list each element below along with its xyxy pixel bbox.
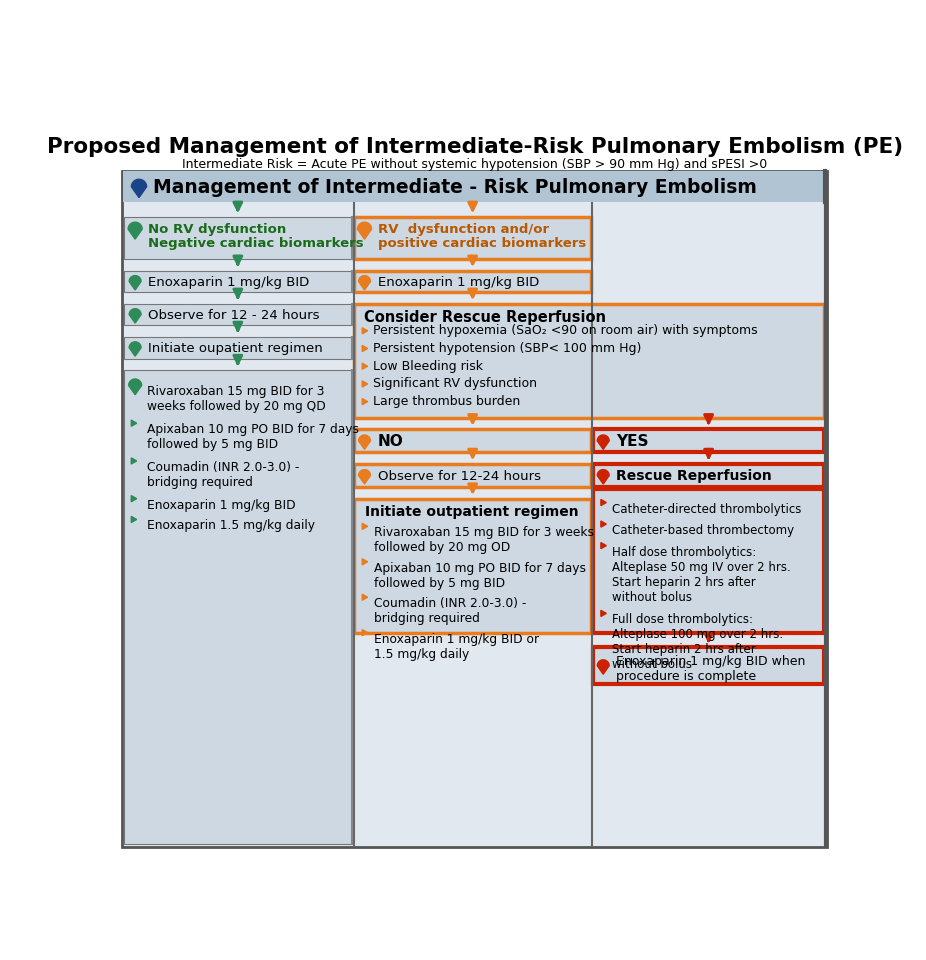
- Text: Coumadin (INR 2.0-3.0) -
bridging required: Coumadin (INR 2.0-3.0) - bridging requir…: [146, 461, 299, 489]
- Polygon shape: [597, 469, 609, 484]
- Text: Initiate oupatient regimen: Initiate oupatient regimen: [148, 342, 323, 355]
- Text: Enoxaparin 1 mg/kg BID: Enoxaparin 1 mg/kg BID: [378, 276, 539, 289]
- Polygon shape: [362, 523, 368, 530]
- Polygon shape: [362, 381, 368, 387]
- Text: Catheter-directed thrombolytics: Catheter-directed thrombolytics: [612, 502, 801, 516]
- FancyBboxPatch shape: [594, 647, 824, 684]
- FancyBboxPatch shape: [355, 498, 591, 634]
- FancyBboxPatch shape: [594, 429, 824, 452]
- FancyBboxPatch shape: [123, 337, 352, 358]
- Text: Persistent hypotension (SBP< 100 mm Hg): Persistent hypotension (SBP< 100 mm Hg): [373, 342, 642, 355]
- Text: Proposed Management of Intermediate-Risk Pulmonary Embolism (PE): Proposed Management of Intermediate-Risk…: [46, 136, 903, 156]
- Text: Persistent hypoxemia (SaO₂ <90 on room air) with symptoms: Persistent hypoxemia (SaO₂ <90 on room a…: [373, 324, 757, 337]
- Polygon shape: [129, 276, 141, 290]
- Text: Apixaban 10 mg PO BID for 7 days
followed by 5 mg BID: Apixaban 10 mg PO BID for 7 days followe…: [146, 423, 358, 451]
- Text: YES: YES: [617, 434, 649, 449]
- Polygon shape: [358, 469, 370, 484]
- Polygon shape: [362, 594, 368, 600]
- Text: Rivaroxaban 15 mg BID for 3 weeks
followed by 20 mg OD: Rivaroxaban 15 mg BID for 3 weeks follow…: [374, 526, 594, 554]
- Polygon shape: [601, 611, 607, 616]
- Text: Enoxaparin 1 mg/kg BID when
procedure is complete: Enoxaparin 1 mg/kg BID when procedure is…: [617, 655, 806, 683]
- Text: Enoxaparin 1 mg/kg BID: Enoxaparin 1 mg/kg BID: [146, 498, 295, 512]
- FancyBboxPatch shape: [355, 217, 591, 259]
- Polygon shape: [362, 363, 368, 370]
- Polygon shape: [357, 222, 371, 239]
- Text: Catheter-based thrombectomy: Catheter-based thrombectomy: [612, 524, 794, 537]
- Text: Enoxaparin 1 mg/kg BID: Enoxaparin 1 mg/kg BID: [148, 276, 309, 289]
- Polygon shape: [131, 458, 137, 464]
- Polygon shape: [362, 346, 368, 351]
- Text: Low Bleeding risk: Low Bleeding risk: [373, 360, 483, 372]
- Polygon shape: [131, 420, 137, 426]
- FancyBboxPatch shape: [355, 271, 591, 292]
- Polygon shape: [129, 309, 141, 324]
- FancyBboxPatch shape: [594, 464, 824, 487]
- Text: RV  dysfunction and/or: RV dysfunction and/or: [378, 223, 549, 236]
- Polygon shape: [131, 516, 137, 522]
- Text: Half dose thrombolytics:
Alteplase 50 mg IV over 2 hrs.
Start heparin 2 hrs afte: Half dose thrombolytics: Alteplase 50 mg…: [612, 545, 791, 604]
- FancyBboxPatch shape: [123, 271, 352, 292]
- Polygon shape: [131, 495, 137, 502]
- Polygon shape: [601, 542, 607, 549]
- Polygon shape: [597, 435, 609, 449]
- Polygon shape: [358, 276, 370, 290]
- FancyBboxPatch shape: [123, 370, 352, 845]
- Text: NO: NO: [378, 434, 404, 449]
- Polygon shape: [362, 327, 368, 334]
- FancyBboxPatch shape: [122, 171, 827, 847]
- Polygon shape: [129, 342, 141, 356]
- Text: Negative cardiac biomarkers: Negative cardiac biomarkers: [148, 237, 364, 250]
- Text: Rivaroxaban 15 mg BID for 3
weeks followed by 20 mg QD: Rivaroxaban 15 mg BID for 3 weeks follow…: [146, 386, 326, 414]
- Text: Observe for 12 - 24 hours: Observe for 12 - 24 hours: [148, 309, 319, 322]
- Polygon shape: [131, 180, 146, 198]
- FancyBboxPatch shape: [355, 464, 591, 487]
- Polygon shape: [362, 559, 368, 564]
- Polygon shape: [362, 630, 368, 636]
- Polygon shape: [601, 521, 607, 527]
- Text: Enoxaparin 1 mg/kg BID or
1.5 mg/kg daily: Enoxaparin 1 mg/kg BID or 1.5 mg/kg dail…: [374, 633, 539, 660]
- Text: Initiate outpatient regimen: Initiate outpatient regimen: [365, 505, 579, 518]
- Text: Large thrombus burden: Large thrombus burden: [373, 396, 520, 408]
- Text: positive cardiac biomarkers: positive cardiac biomarkers: [378, 237, 586, 250]
- Polygon shape: [362, 398, 368, 405]
- Text: Observe for 12-24 hours: Observe for 12-24 hours: [378, 469, 541, 483]
- Polygon shape: [129, 379, 142, 395]
- Text: Full dose thrombolytics:
Alteplase 100 mg over 2 hrs.
Start heparin 2 hrs after
: Full dose thrombolytics: Alteplase 100 m…: [612, 613, 782, 671]
- Text: Rescue Reperfusion: Rescue Reperfusion: [617, 469, 772, 483]
- Text: Consider Rescue Reperfusion: Consider Rescue Reperfusion: [364, 310, 606, 325]
- FancyBboxPatch shape: [355, 304, 824, 418]
- Text: No RV dysfunction: No RV dysfunction: [148, 223, 286, 236]
- Text: Apixaban 10 mg PO BID for 7 days
followed by 5 mg BID: Apixaban 10 mg PO BID for 7 days followe…: [374, 562, 586, 589]
- FancyBboxPatch shape: [123, 217, 352, 259]
- Text: Intermediate Risk = Acute PE without systemic hypotension (SBP > 90 mm Hg) and s: Intermediate Risk = Acute PE without sys…: [181, 158, 768, 171]
- Text: Significant RV dysfunction: Significant RV dysfunction: [373, 377, 537, 391]
- Text: Management of Intermediate - Risk Pulmonary Embolism: Management of Intermediate - Risk Pulmon…: [153, 179, 757, 197]
- Polygon shape: [358, 435, 370, 449]
- Text: Coumadin (INR 2.0-3.0) -
bridging required: Coumadin (INR 2.0-3.0) - bridging requir…: [374, 597, 526, 625]
- Polygon shape: [597, 660, 609, 674]
- Polygon shape: [601, 499, 607, 506]
- FancyBboxPatch shape: [123, 172, 826, 203]
- FancyBboxPatch shape: [594, 489, 824, 634]
- FancyBboxPatch shape: [355, 429, 591, 452]
- Text: Enoxaparin 1.5 mg/kg daily: Enoxaparin 1.5 mg/kg daily: [146, 519, 315, 533]
- Polygon shape: [128, 222, 143, 239]
- FancyBboxPatch shape: [123, 304, 352, 325]
